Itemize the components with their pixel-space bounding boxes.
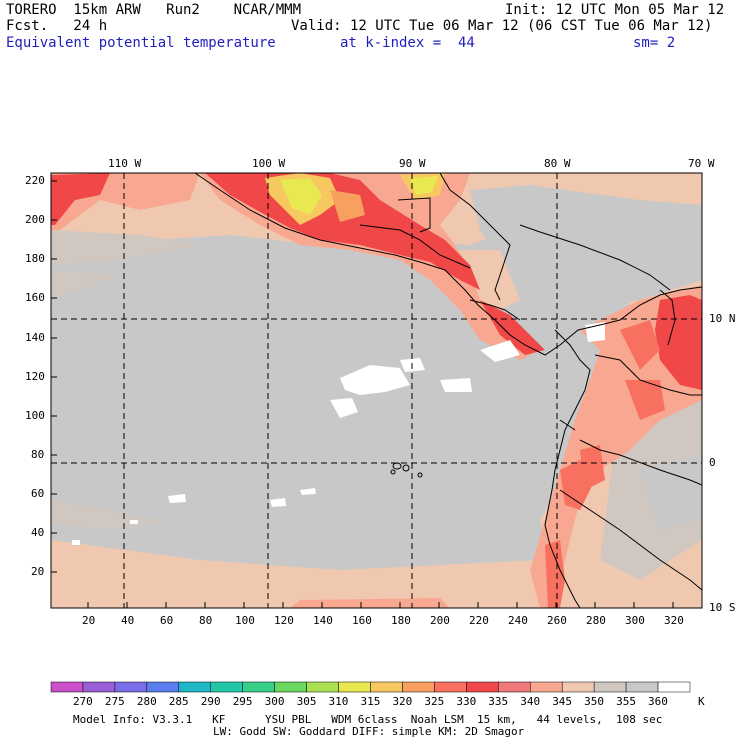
x-tick: 240: [508, 614, 528, 627]
colorbar-swatch: [242, 681, 275, 693]
x-tick: 140: [313, 614, 333, 627]
colorbar-swatch: [338, 681, 371, 693]
x-tick: 160: [352, 614, 372, 627]
colorbar-swatch: [82, 681, 116, 693]
x-tick: 260: [547, 614, 567, 627]
colorbar-swatch: [561, 681, 595, 693]
model-info: Model Info: V3.3.1 KF YSU PBL WDM 6class…: [73, 713, 663, 726]
lat-label-0: 0: [709, 456, 716, 469]
colorbar-label: 315: [360, 695, 381, 708]
x-tick: 180: [391, 614, 411, 627]
colorbar-label: 330: [456, 695, 477, 708]
colorbar-swatch: [50, 681, 84, 693]
x-tick: 200: [430, 614, 450, 627]
x-tick: 100: [235, 614, 255, 627]
colorbar-swatch: [530, 681, 563, 693]
axis-ticks: [51, 180, 674, 608]
colorbar-label: 280: [136, 695, 157, 708]
y-tick: 40: [31, 526, 45, 539]
y-tick: 100: [25, 409, 45, 422]
colorbar-label: 285: [168, 695, 189, 708]
x-tick: 20: [82, 614, 96, 627]
x-tick: 60: [160, 614, 174, 627]
colorbar-swatch: [306, 681, 339, 693]
colorbar-swatch: [625, 681, 659, 693]
lon-label-70w: 70 W: [688, 157, 715, 170]
y-tick: 180: [25, 252, 45, 265]
colorbar: [50, 681, 691, 693]
lon-label-100w: 100 W: [252, 157, 286, 170]
valid-time: Valid: 12 UTC Tue 06 Mar 12 (06 CST Tue …: [291, 18, 713, 34]
field-name: Equivalent potential temperature: [6, 35, 276, 51]
colorbar-label: 295: [232, 695, 253, 708]
colorbar-swatch: [402, 681, 435, 693]
x-tick: 320: [664, 614, 684, 627]
map-frame: [50, 172, 703, 609]
colorbar-swatch: [466, 681, 499, 693]
y-tick: 60: [31, 487, 45, 500]
colorbar-label: 350: [584, 695, 605, 708]
colorbar-label: 335: [488, 695, 509, 708]
physics-info: LW: Godd SW: Goddard DIFF: simple KM: 2D…: [213, 725, 525, 738]
colorbar-label: 275: [104, 695, 125, 708]
colorbar-label: 360: [648, 695, 668, 708]
colorbar-unit: K: [698, 695, 705, 708]
lon-label-110w: 110 W: [108, 157, 142, 170]
lon-label-80w: 80 W: [544, 157, 571, 170]
colorbar-swatch: [114, 681, 148, 693]
colorbar-label: 345: [552, 695, 573, 708]
colorbar-swatch: [498, 681, 531, 693]
x-tick: 300: [625, 614, 645, 627]
grid-lines: [51, 173, 702, 608]
colorbar-label: 310: [328, 695, 349, 708]
colorbar-swatch: [370, 681, 403, 693]
smoothing-label: sm= 2: [633, 35, 676, 51]
colorbar-label: 290: [200, 695, 221, 708]
colorbar-swatch: [434, 681, 467, 693]
colorbar-label: 325: [424, 695, 445, 708]
x-tick: 40: [121, 614, 135, 627]
colorbar-swatch: [593, 681, 627, 693]
lat-label-10s: 10 S: [709, 601, 736, 614]
colorbar-label: 340: [520, 695, 541, 708]
theta-e-field: [51, 173, 702, 608]
colorbar-label: 300: [264, 695, 285, 708]
colorbar-label: 355: [616, 695, 636, 708]
lat-label-10n: 10 N: [709, 312, 736, 325]
colorbar-swatch: [274, 681, 307, 693]
colorbar-label: 305: [296, 695, 317, 708]
coastlines: [194, 173, 702, 608]
colorbar-swatch: [657, 681, 691, 693]
y-tick: 200: [25, 213, 45, 226]
y-tick: 140: [25, 331, 45, 344]
colorbar-swatch: [178, 681, 212, 693]
y-tick: 220: [25, 174, 45, 187]
level-label: at k-index = 44: [340, 35, 475, 51]
x-tick: 220: [469, 614, 489, 627]
x-tick: 280: [586, 614, 606, 627]
y-tick: 120: [25, 370, 45, 383]
colorbar-label: 320: [392, 695, 413, 708]
init-time: Init: 12 UTC Mon 05 Mar 12: [505, 2, 725, 18]
y-tick: 80: [31, 448, 45, 461]
x-tick: 80: [199, 614, 213, 627]
x-tick: 120: [274, 614, 294, 627]
y-tick: 20: [31, 565, 45, 578]
forecast-hour: Fcst. 24 h: [6, 18, 108, 34]
lon-label-90w: 90 W: [399, 157, 426, 170]
colorbar-swatch: [210, 681, 243, 693]
y-tick: 160: [25, 291, 45, 304]
colorbar-swatch: [146, 681, 180, 693]
model-title: TORERO 15km ARW Run2 NCAR/MMM: [6, 2, 302, 18]
colorbar-label: 270: [72, 695, 93, 708]
